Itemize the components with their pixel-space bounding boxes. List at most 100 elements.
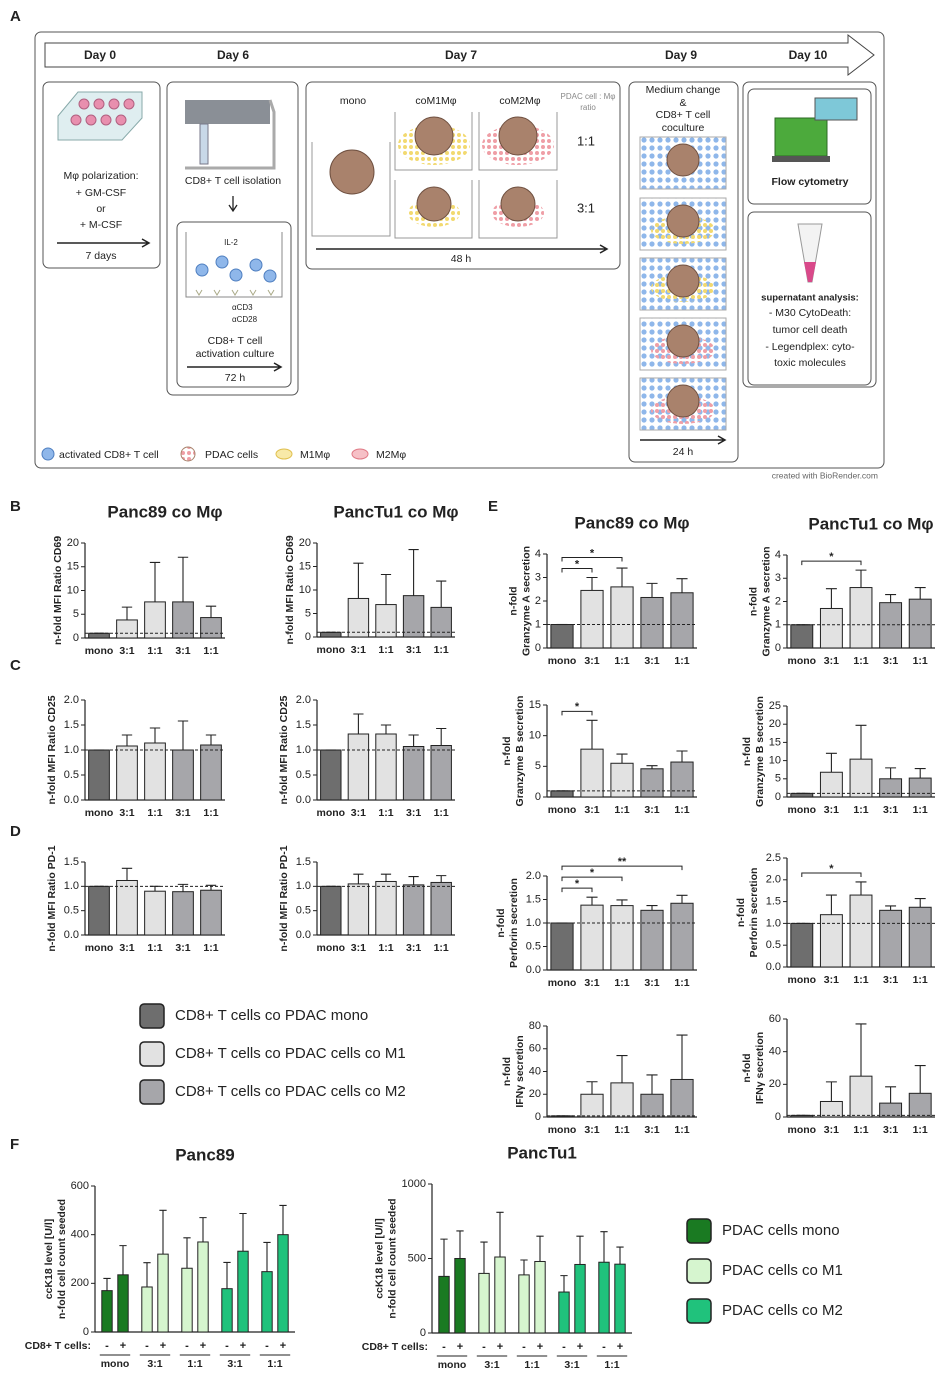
error-bar — [178, 884, 188, 891]
ratio-header: ratio — [580, 103, 596, 112]
y-tick-label: 2.0 — [296, 694, 311, 706]
error-bar — [915, 588, 926, 600]
x-tick-label: 3:1 — [824, 974, 839, 986]
x-tick-label: 3:1 — [119, 942, 134, 954]
bar — [850, 1076, 872, 1117]
bar — [850, 895, 872, 967]
bar — [880, 779, 902, 797]
legend-swatch — [140, 1042, 164, 1066]
y-tick-label: 2 — [775, 595, 781, 607]
y-axis-label: ccK18 level [U/l] — [43, 1219, 55, 1300]
panel-label: E — [488, 498, 498, 515]
error-bar — [223, 1262, 230, 1288]
x-tick-label: 1:1 — [674, 655, 689, 667]
y-tick-label: 0.0 — [64, 794, 79, 806]
y-axis-label: n-fold — [747, 587, 759, 616]
x-tick-label: 3:1 — [119, 645, 134, 657]
y-tick-label: 2.0 — [64, 694, 79, 706]
bar — [611, 906, 633, 970]
y-tick-label: 4 — [775, 549, 781, 561]
y-tick-label: 0.5 — [64, 769, 79, 781]
y-axis-label: Granzyme B secretion — [514, 696, 526, 807]
bar — [880, 910, 902, 967]
x-tick-label: 1:1 — [378, 644, 393, 656]
series-label: - — [562, 1341, 566, 1353]
error-bar — [436, 581, 446, 607]
legend-label: CD8+ T cells co PDAC mono — [175, 1007, 368, 1024]
y-tick-label: 0 — [420, 1327, 426, 1339]
y-tick-label: 1 — [775, 619, 781, 631]
legend-label: CD8+ T cells co PDAC cells co M2 — [175, 1083, 406, 1100]
bar — [641, 769, 663, 797]
bar — [455, 1259, 465, 1334]
chart-title: PancTu1 — [507, 1143, 577, 1162]
error-bar — [576, 1236, 583, 1264]
error-bar — [122, 868, 132, 880]
figure: A B C D E F Day 0 Day 6 Day 7 Day 9 Day … — [0, 0, 939, 1372]
series-label: - — [482, 1341, 486, 1353]
bar — [581, 590, 603, 648]
error-bar — [381, 725, 391, 734]
significance-label: * — [590, 867, 595, 879]
bar — [118, 1275, 128, 1332]
x-tick-label: 1:1 — [913, 655, 928, 667]
bar — [535, 1261, 545, 1333]
bar — [173, 602, 194, 638]
y-tick-label: 0 — [775, 791, 781, 803]
significance-label: * — [575, 558, 580, 570]
x-tick-label: 3:1 — [351, 942, 366, 954]
chart-title: PancTu1 co Mφ — [333, 502, 458, 521]
y-axis-label: Granzyme A secretion — [520, 546, 532, 656]
significance-label: * — [575, 878, 580, 890]
error-bar — [586, 897, 597, 905]
error-bar — [520, 1260, 527, 1275]
error-bar — [915, 1066, 926, 1094]
error-bar — [915, 769, 926, 778]
step-text: coculture — [662, 122, 705, 134]
legend-label: activated CD8+ T cell — [59, 449, 159, 461]
coculture-wells — [640, 137, 726, 430]
bar — [117, 746, 138, 800]
bar — [671, 593, 693, 648]
x-tick-label: 1:1 — [434, 942, 449, 954]
duration-arrow — [57, 239, 149, 247]
y-tick-label: 0.5 — [64, 905, 79, 917]
bar — [182, 1268, 192, 1332]
bar — [820, 608, 842, 648]
step-text: Mφ polarization: — [63, 170, 138, 182]
legend-label: CD8+ T cells co PDAC cells co M1 — [175, 1045, 406, 1062]
error-bar — [143, 1263, 150, 1287]
well — [71, 115, 81, 125]
magnet-icon — [185, 100, 270, 124]
error-bar — [353, 563, 363, 598]
x-tick-label: mono — [85, 645, 114, 657]
step-title: supernatant analysis: — [761, 293, 859, 304]
y-tick-label: 1 — [535, 618, 541, 630]
y-tick-label: 1.0 — [64, 744, 79, 756]
error-bar — [183, 1238, 190, 1268]
x-tick-label: 3:1 — [584, 804, 599, 816]
x-tick-label: 3:1 — [883, 804, 898, 816]
error-bar — [616, 900, 627, 906]
y-tick-label: 400 — [71, 1229, 89, 1241]
x-tick-label: mono — [101, 1358, 130, 1370]
series-label: - — [105, 1340, 109, 1352]
error-bar — [353, 714, 363, 734]
x-tick-label: 3:1 — [484, 1359, 499, 1371]
y-tick-label: 60 — [529, 1043, 541, 1055]
bar — [909, 1093, 931, 1117]
x-tick-label: 1:1 — [147, 942, 162, 954]
bar — [201, 618, 222, 638]
step-text: CD8+ T cell isolation — [185, 175, 281, 187]
page: {"panel_labels":["A","B","C","D","E","F"… — [0, 0, 939, 1377]
x-tick-label: 1:1 — [203, 645, 218, 657]
t-cell — [264, 270, 276, 282]
well — [101, 115, 111, 125]
ratio: 3:1 — [577, 200, 595, 215]
x-tick-label: 1:1 — [267, 1358, 282, 1370]
bar — [581, 1094, 603, 1117]
y-tick-label: 0.0 — [526, 964, 541, 976]
bar — [641, 597, 663, 648]
y-axis-label: n-fold MFI Ratio CD25 — [278, 695, 290, 804]
y-axis-label: n-fold — [501, 736, 513, 765]
